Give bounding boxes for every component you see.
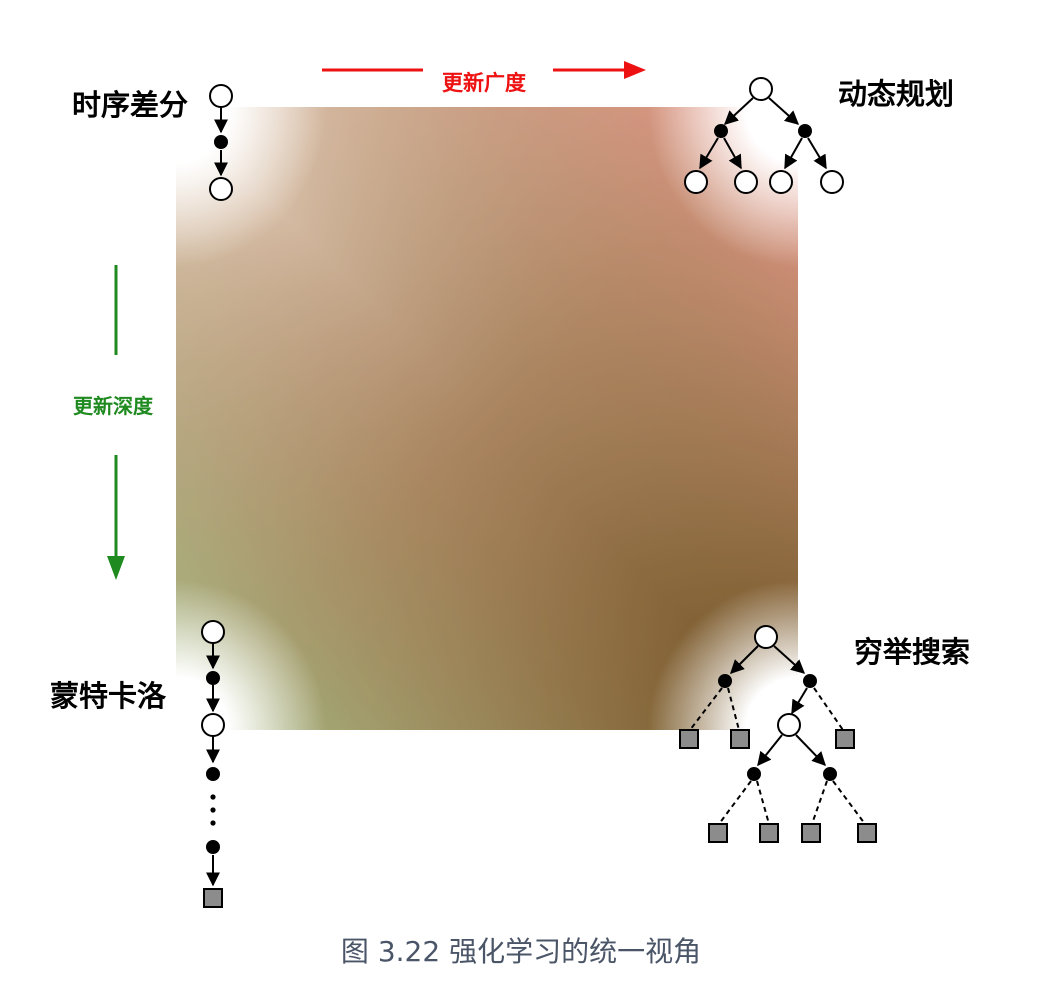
state-node-icon xyxy=(820,170,844,194)
terminal-node-icon xyxy=(801,823,821,843)
label-monte-carlo: 蒙特卡洛 xyxy=(50,679,167,713)
action-node-icon xyxy=(823,767,837,781)
action-node-icon xyxy=(718,674,732,688)
label-temporal-difference: 时序差分 xyxy=(72,88,188,122)
depth-axis-label: 更新深度 xyxy=(73,394,154,418)
terminal-node-icon xyxy=(759,823,779,843)
action-node-icon xyxy=(803,674,817,688)
state-node-icon xyxy=(209,84,233,108)
mc-backup-diagram xyxy=(201,620,225,908)
action-node-icon xyxy=(206,767,220,781)
action-node-icon xyxy=(798,124,812,138)
depth-arrowhead-icon xyxy=(107,556,125,580)
terminal-node-icon xyxy=(203,888,223,908)
state-node-icon xyxy=(201,620,225,644)
gradient-square xyxy=(176,107,798,730)
label-dynamic-programming: 动态规划 xyxy=(838,77,954,111)
state-node-icon xyxy=(777,713,801,737)
dp-backup-diagram xyxy=(684,77,844,194)
depth-axis: 更新深度 xyxy=(73,265,154,580)
terminal-node-icon xyxy=(835,729,855,749)
breadth-axis: 更新广度 xyxy=(322,61,646,95)
state-node-icon xyxy=(769,170,793,194)
terminal-node-icon xyxy=(730,729,750,749)
state-node-icon xyxy=(734,170,758,194)
figure-caption: 图 3.22 强化学习的统一视角 xyxy=(340,935,702,968)
terminal-node-icon xyxy=(679,729,699,749)
state-node-icon xyxy=(209,177,233,201)
ellipsis-dots-icon xyxy=(210,794,216,826)
action-node-icon xyxy=(214,135,228,149)
breadth-arrowhead-icon xyxy=(624,61,646,79)
action-node-icon xyxy=(206,671,220,685)
action-node-icon xyxy=(747,767,761,781)
label-exhaustive-search: 穷举搜索 xyxy=(854,635,970,669)
terminal-node-icon xyxy=(857,823,877,843)
state-node-icon xyxy=(749,77,773,101)
exhaustive-search-diagram xyxy=(679,625,877,843)
action-node-icon xyxy=(714,124,728,138)
action-node-icon xyxy=(206,840,220,854)
td-backup-diagram xyxy=(209,84,233,201)
state-node-icon xyxy=(684,170,708,194)
state-node-icon xyxy=(754,625,778,649)
terminal-node-icon xyxy=(708,823,728,843)
breadth-axis-label: 更新广度 xyxy=(442,70,526,95)
state-node-icon xyxy=(201,713,225,737)
